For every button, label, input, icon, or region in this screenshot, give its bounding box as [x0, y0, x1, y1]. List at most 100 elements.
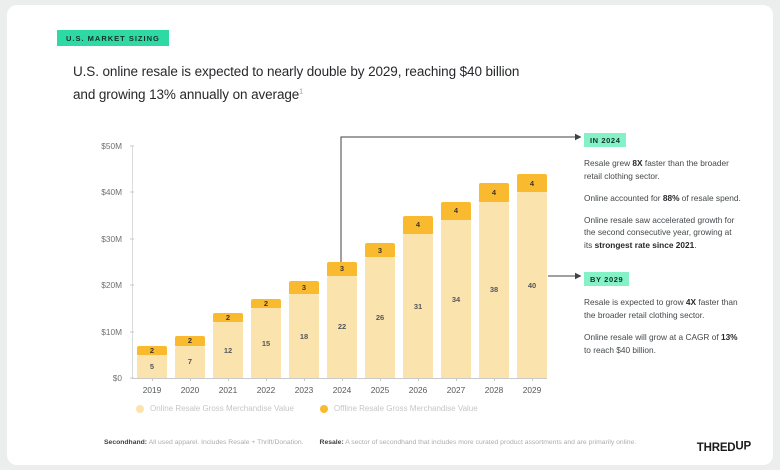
x-axis-label: 2019 — [142, 385, 162, 395]
legend-dot-icon — [136, 404, 144, 413]
bar-2021: 12 2 2021 — [213, 146, 243, 395]
x-axis-tick — [532, 378, 533, 381]
legend-item: Offline Resale Gross Merchandise Value — [319, 404, 478, 413]
x-axis-label: 2022 — [256, 385, 276, 395]
bar-segment-online: 31 — [403, 234, 433, 378]
section-tag-badge: U.S. MARKET SIZING — [57, 30, 169, 46]
arrow-icon — [575, 133, 582, 141]
bar-2027: 34 4 2027 — [441, 146, 471, 395]
x-axis-tick — [266, 378, 267, 381]
callout-in-2024: IN 2024 Resale grew 8X faster than the b… — [584, 130, 742, 252]
by-2029-text: Resale is expected to grow 4X faster tha… — [584, 296, 742, 356]
in-2024-text: Resale grew 8X faster than the broader r… — [584, 157, 742, 252]
x-axis-tick — [228, 378, 229, 381]
y-axis-label: $10M — [101, 326, 122, 337]
thredup-logo: THREDUP — [696, 440, 751, 455]
arrow-icon — [575, 272, 582, 280]
x-axis-tick — [494, 378, 495, 381]
x-axis-tick — [304, 378, 305, 381]
callout-paragraph: Online resale will grow at a CAGR of 13%… — [584, 331, 738, 355]
x-axis-label: 2028 — [484, 385, 504, 395]
bar-value-online: 5 — [149, 361, 155, 371]
bar-segment-online: 15 — [251, 308, 281, 378]
in-2024-badge: IN 2024 — [584, 133, 627, 147]
bar-2022: 15 2 2022 — [251, 146, 281, 395]
footnote-secondhand: Secondhand: All used apparel. Includes R… — [104, 439, 304, 446]
bar-segment-offline: 4 — [517, 173, 547, 193]
y-axis-label: $0 — [112, 373, 122, 383]
y-axis-label: $20M — [101, 280, 122, 291]
x-axis-label: 2023 — [294, 385, 314, 395]
bar-segment-offline: 2 — [137, 345, 167, 355]
bar-value-online: 7 — [187, 357, 193, 367]
bar-2019: 5 2 2019 — [137, 146, 167, 395]
callout-paragraph: Online resale saw accelerated growth for… — [584, 214, 735, 251]
y-axis-tick — [130, 238, 134, 240]
bar-2023: 18 3 2023 — [289, 146, 319, 395]
bar-value-online: 22 — [337, 322, 347, 332]
x-axis-label: 2027 — [446, 385, 466, 395]
footnote-mark: 1 — [299, 88, 303, 96]
bar-2028: 38 4 2028 — [479, 146, 509, 395]
callout-paragraph: Resale is expected to grow 4X faster tha… — [584, 297, 738, 320]
x-axis-label: 2020 — [180, 385, 200, 395]
bar-value-online: 15 — [261, 338, 271, 348]
callout-paragraph: Online accounted for 88% of resale spend… — [584, 192, 741, 203]
bar-segment-offline: 3 — [327, 262, 357, 276]
callout-by-2029: BY 2029 Resale is expected to grow 4X fa… — [584, 269, 742, 356]
legend-label: Offline Resale Gross Merchandise Value — [333, 404, 478, 413]
x-axis-tick — [342, 378, 343, 381]
x-axis-tick — [456, 378, 457, 381]
footnote-resale: Resale: A sector of secondhand that incl… — [319, 439, 637, 446]
by-2029-badge: BY 2029 — [584, 272, 630, 286]
bar-value-offline: 3 — [377, 245, 383, 255]
bar-value-offline: 4 — [415, 220, 421, 230]
y-axis-label: $50M — [101, 141, 122, 151]
x-axis-label: 2021 — [218, 385, 238, 395]
bar-value-online: 31 — [413, 301, 423, 311]
title-line-2: and growing 13% annually on average1 — [73, 86, 303, 102]
y-axis-label: $40M — [101, 187, 122, 198]
bar-segment-offline: 2 — [175, 336, 205, 346]
bar-value-offline: 3 — [301, 283, 307, 293]
bar-value-offline: 4 — [529, 178, 535, 188]
bar-segment-offline: 4 — [441, 201, 471, 221]
bar-value-offline: 2 — [225, 313, 231, 323]
title-line-1: U.S. online resale is expected to nearly… — [73, 64, 520, 79]
legend-item: Online Resale Gross Merchandise Value — [136, 404, 294, 413]
bar-segment-offline: 2 — [213, 313, 243, 323]
y-axis-tick — [130, 191, 134, 193]
bar-segment-online: 40 — [517, 192, 547, 378]
bar-2026: 31 4 2026 — [403, 146, 433, 395]
x-axis-tick — [380, 378, 381, 381]
slide: U.S. MARKET SIZING U.S. online resale is… — [7, 5, 773, 465]
bar-segment-online: 22 — [327, 275, 357, 378]
bar-value-online: 26 — [375, 313, 385, 323]
y-axis-tick — [130, 145, 134, 147]
footnote: Secondhand: All used apparel. Includes R… — [104, 439, 664, 446]
x-axis-tick — [152, 378, 153, 381]
bar-value-online: 34 — [451, 294, 461, 304]
bar-segment-offline: 3 — [365, 243, 395, 258]
bar-segment-online: 7 — [175, 345, 205, 378]
bar-value-online: 12 — [223, 345, 233, 355]
bar-2025: 26 3 2025 — [365, 146, 395, 395]
page-title: U.S. online resale is expected to nearly… — [73, 61, 593, 107]
bar-value-offline: 4 — [491, 187, 497, 197]
bar-value-online: 18 — [299, 331, 309, 341]
bar-value-offline: 2 — [149, 345, 155, 355]
bar-value-offline: 4 — [453, 206, 459, 216]
bar-value-online: 38 — [489, 285, 499, 295]
bar-value-offline: 2 — [263, 299, 269, 309]
bar-segment-online: 18 — [289, 294, 319, 378]
y-axis-tick — [130, 331, 134, 333]
bar-segment-offline: 2 — [251, 299, 281, 309]
legend: Online Resale Gross Merchandise Value Off… — [136, 404, 478, 413]
bars: 5 2 2019 7 2 2020 12 2 2021 15 2 2022 18 3 2023 22 3 2024… — [137, 146, 547, 395]
bar-value-online: 40 — [527, 280, 537, 290]
bar-segment-offline: 3 — [289, 280, 319, 295]
callout-paragraph: Resale grew 8X faster than the broader r… — [584, 158, 729, 181]
chart-plot-area: $0 $10M $20M $30M $40M $50M 5 2 2019 7 2 2020 12 2 20… — [101, 141, 547, 395]
bar-value-offline: 2 — [187, 336, 193, 346]
y-axis-tick — [130, 377, 134, 379]
